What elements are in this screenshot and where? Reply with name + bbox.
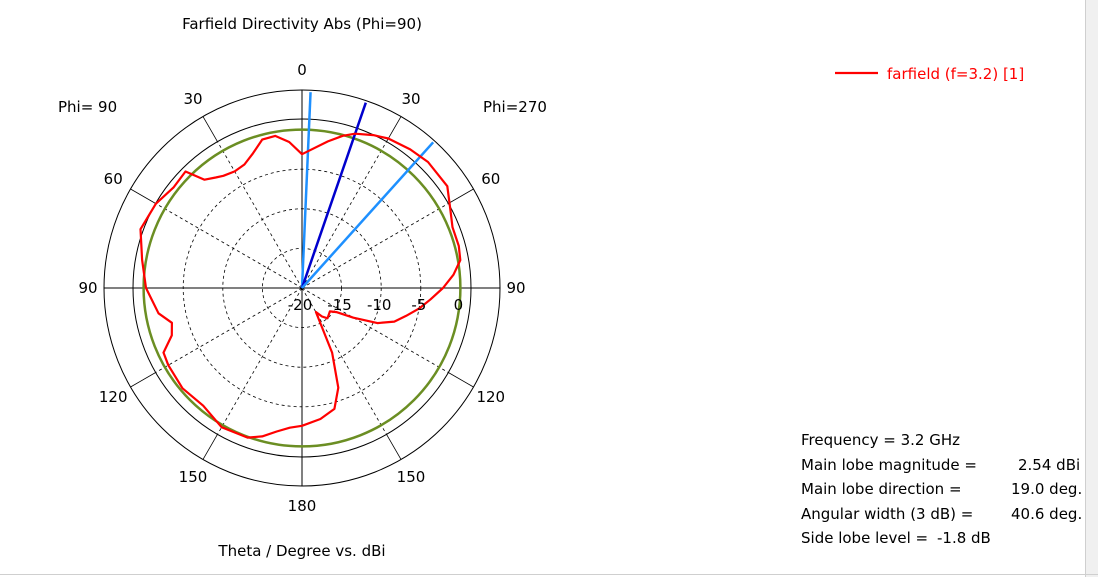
bottom-border: [0, 574, 1098, 575]
width-value: 40.6 deg.: [1011, 504, 1083, 523]
width-row: Angular width (3 dB) = 40.6 deg.: [801, 502, 1091, 527]
radial-tick-label: -15: [327, 296, 352, 314]
grid-circle: [182, 168, 422, 408]
angle-tick-label: 60: [481, 170, 500, 188]
direction-row: Main lobe direction = 19.0 deg.: [801, 477, 1091, 502]
x-axis-label: Theta / Degree vs. dBi: [217, 542, 385, 560]
angle-tick-label: 0: [297, 61, 307, 79]
ring-tick: [202, 116, 218, 142]
angle-tick-label: 90: [506, 279, 525, 297]
sidelobe-row: Side lobe level = -1.8 dB: [801, 526, 1091, 551]
grid-spoke: [155, 203, 303, 289]
sidelobe-label: Side lobe level =: [801, 529, 929, 547]
angle-tick-label: 180: [288, 497, 317, 515]
chart-title: Farfield Directivity Abs (Phi=90): [182, 15, 422, 33]
result-summary: Frequency = 3.2 GHz Main lobe magnitude …: [801, 428, 1091, 551]
width-label: Angular width (3 dB) =: [801, 504, 974, 523]
angle-tick-label: 120: [99, 388, 128, 406]
scrollbar-track[interactable]: [1086, 0, 1098, 577]
radial-tick-label: 0: [454, 296, 464, 314]
phi-left-label: Phi= 90: [58, 98, 117, 116]
grid-spoke: [217, 287, 303, 435]
sidelobe-value: -1.8 dB: [937, 529, 991, 547]
frequency-row: Frequency = 3.2 GHz: [801, 428, 1091, 453]
magnitude-label: Main lobe magnitude =: [801, 455, 977, 474]
ring-tick: [386, 116, 402, 142]
radial-tick-label: -20: [288, 296, 313, 314]
angle-tick-label: 120: [476, 388, 505, 406]
grid-spoke: [301, 287, 449, 373]
ring-tick: [202, 434, 218, 460]
ring-tick: [448, 372, 474, 388]
legend-label: farfield (f=3.2) [1]: [887, 65, 1024, 83]
ring-tick: [130, 188, 156, 204]
angle-tick-label: 150: [179, 468, 208, 486]
grid-spoke: [301, 287, 387, 435]
angle-tick-label: 60: [104, 170, 123, 188]
magnitude-row: Main lobe magnitude = 2.54 dBi: [801, 453, 1091, 478]
ring-tick: [386, 434, 402, 460]
panel-border: [1085, 0, 1086, 577]
grid-circle: [222, 208, 382, 368]
phi-right-label: Phi=270: [483, 98, 547, 116]
direction-line: [301, 141, 435, 289]
reference-circle: [142, 128, 462, 448]
grid-circle: [261, 247, 342, 328]
grid-spoke: [301, 203, 449, 289]
radial-tick-label: -10: [367, 296, 392, 314]
grid-spoke: [155, 287, 303, 373]
grid-spoke: [301, 141, 387, 289]
angle-tick-label: 30: [401, 90, 420, 108]
ring-tick: [130, 372, 156, 388]
angle-tick-label: 30: [183, 90, 202, 108]
frequency-label: Frequency = 3.2 GHz: [801, 431, 960, 449]
direction-line: [300, 92, 312, 289]
angle-tick-label: 90: [78, 279, 97, 297]
radial-tick-label: -5: [411, 296, 426, 314]
angle-tick-label: 150: [397, 468, 426, 486]
magnitude-value: 2.54 dBi: [1018, 455, 1081, 474]
direction-label: Main lobe direction =: [801, 480, 962, 498]
ring-tick: [448, 188, 474, 204]
farfield-curve: [139, 132, 462, 439]
grid-spoke: [217, 141, 303, 289]
direction-value: 19.0 deg.: [1011, 480, 1083, 498]
